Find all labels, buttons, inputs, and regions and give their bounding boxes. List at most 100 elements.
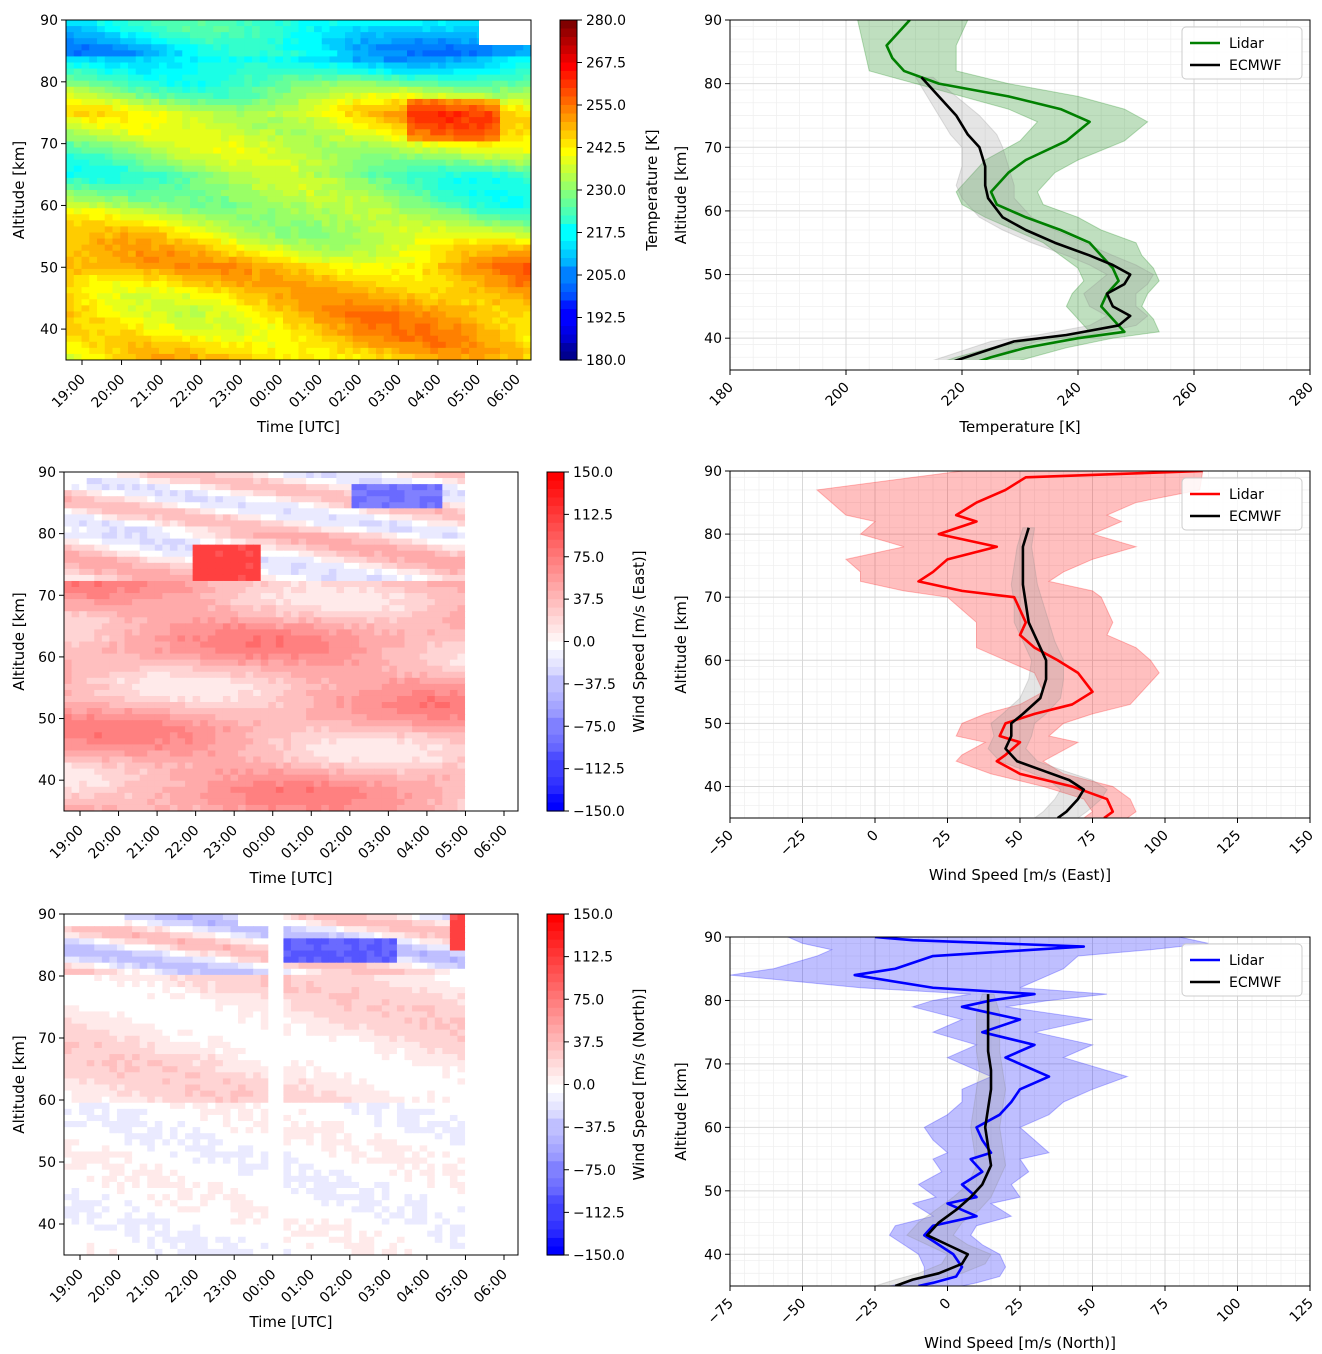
colorbar-tick-label: 112.5 xyxy=(573,507,613,523)
series-line-lidar xyxy=(885,20,1126,360)
x-tick-label: 20:00 xyxy=(89,372,129,412)
y-tick-label: 50 xyxy=(40,260,58,276)
x-tick-label: 21:00 xyxy=(124,823,164,863)
y-tick-label: 50 xyxy=(704,268,722,284)
y-tick-label: 90 xyxy=(704,930,722,946)
legend-label: ECMWF xyxy=(1229,58,1282,74)
colorbar-tick-label: 150.0 xyxy=(573,907,613,923)
legend: Lidar ECMWF xyxy=(1181,943,1303,997)
x-tick-label: 50 xyxy=(1075,1296,1099,1320)
x-tick-label: 23:00 xyxy=(207,372,247,412)
x-tick-label: 150 xyxy=(1287,828,1317,858)
p2-profile-chart: 40 50 60 70 80 90 180 200 220 240 260 280 Temperatur… xyxy=(672,13,1317,436)
x-tick-label: 200 xyxy=(823,380,853,410)
x-tick-label: 125 xyxy=(1287,1296,1317,1326)
colorbar-tick-label: 217.5 xyxy=(586,226,626,242)
x-tick-label: 22:00 xyxy=(163,1267,203,1307)
x-tick-label: 20:00 xyxy=(86,1267,126,1307)
uncertainty-band-ecmwf xyxy=(914,76,1155,360)
x-tick-label: −75 xyxy=(705,1296,737,1328)
colorbar-tick-label: −75.0 xyxy=(573,1163,616,1179)
x-tick-label: 25 xyxy=(1003,1296,1027,1320)
colorbar-tick-label: 37.5 xyxy=(573,592,604,608)
x-tick-label: 100 xyxy=(1142,828,1172,858)
x-tick-label: 06:00 xyxy=(471,1267,511,1307)
p5-frame xyxy=(63,913,519,1256)
colorbar-tick-label: −112.5 xyxy=(573,762,625,778)
uncertainty-band-lidar xyxy=(857,20,1160,360)
y-axis-label: Altitude [km] xyxy=(672,595,690,693)
x-axis-label: Wind Speed [m/s (East)] xyxy=(929,866,1111,884)
series-line-lidar xyxy=(917,471,1203,818)
legend: Lidar ECMWF xyxy=(1181,477,1303,531)
x-tick-label: 125 xyxy=(1214,828,1244,858)
x-axis-label: Wind Speed [m/s (North)] xyxy=(924,1334,1116,1352)
x-tick-label: 21:00 xyxy=(124,1267,164,1307)
x-tick-label: 19:00 xyxy=(47,823,87,863)
series-line-ecmwf xyxy=(894,994,993,1286)
legend-label: ECMWF xyxy=(1229,509,1282,525)
y-tick-label: 90 xyxy=(704,464,722,480)
y-tick-label: 90 xyxy=(38,907,56,923)
series-line-ecmwf xyxy=(1004,527,1086,818)
y-axis-label: Altitude [km] xyxy=(10,592,28,690)
y-tick-label: 60 xyxy=(38,1093,56,1109)
colorbar-tick-label: −150.0 xyxy=(573,804,625,820)
x-tick-label: 220 xyxy=(939,380,969,410)
x-tick-label: 06:00 xyxy=(484,372,524,412)
x-tick-label: 04:00 xyxy=(394,1267,434,1307)
y-tick-label: 70 xyxy=(704,590,722,606)
grid xyxy=(729,936,1311,1287)
legend-label: Lidar xyxy=(1229,36,1264,52)
grid xyxy=(729,470,1311,819)
p5-colorbar: 150.0 112.5 75.0 37.5 0.0 −37.5 −75.0 −112.5 −15… xyxy=(546,907,648,1264)
x-tick-label: 03:00 xyxy=(365,372,405,412)
x-tick-label: −50 xyxy=(777,1296,809,1328)
colorbar-tick-label: 230.0 xyxy=(586,183,626,199)
y-tick-label: 40 xyxy=(704,779,722,795)
x-tick-label: −25 xyxy=(777,828,809,860)
y-tick-label: 60 xyxy=(704,1120,722,1136)
y-tick-label: 60 xyxy=(40,198,58,214)
colorbar-tick-label: −150.0 xyxy=(573,1248,625,1264)
x-tick-label: 00:00 xyxy=(247,372,287,412)
x-tick-label: 23:00 xyxy=(201,823,241,863)
y-tick-label: 70 xyxy=(40,137,58,153)
uncertainty-band-ecmwf xyxy=(874,993,1007,1286)
y-tick-label: 80 xyxy=(704,527,722,543)
p4-profile-chart: 40 50 60 70 80 90 −50 −25 0 25 50 75 100 125 150 Wind S… xyxy=(672,464,1317,884)
y-tick-label: 40 xyxy=(40,322,58,338)
x-tick-label: 05:00 xyxy=(432,1267,472,1307)
x-tick-label: 01:00 xyxy=(286,372,326,412)
x-tick-label: 00:00 xyxy=(240,1267,280,1307)
p2-frame xyxy=(729,19,1311,371)
x-tick-label: 19:00 xyxy=(47,1267,87,1307)
p3-heatmap: 40 50 60 70 80 90 19:0020:0021:0022:0023:0000:… xyxy=(10,465,648,887)
x-tick-label: 22:00 xyxy=(163,823,203,863)
y-tick-label: 40 xyxy=(704,331,722,347)
p3-frame xyxy=(63,471,519,812)
y-tick-label: 80 xyxy=(704,77,722,93)
x-tick-label: 50 xyxy=(1003,828,1027,852)
colorbar-tick-label: 205.0 xyxy=(586,268,626,284)
legend-label: Lidar xyxy=(1229,953,1264,969)
y-tick-label: 90 xyxy=(38,465,56,481)
colorbar-tick-label: 180.0 xyxy=(586,353,626,369)
x-tick-label: −50 xyxy=(705,828,737,860)
y-tick-label: 90 xyxy=(40,13,58,29)
colorbar-tick-label: 267.5 xyxy=(586,56,626,72)
y-tick-label: 50 xyxy=(704,716,722,732)
y-tick-label: 80 xyxy=(704,993,722,1009)
y-tick-label: 60 xyxy=(704,204,722,220)
uncertainty-band-lidar xyxy=(815,471,1204,818)
p1-frame xyxy=(65,19,532,361)
x-tick-label: 03:00 xyxy=(355,823,395,863)
y-tick-label: 50 xyxy=(38,1155,56,1171)
colorbar-tick-label: −75.0 xyxy=(573,719,616,735)
y-tick-label: 70 xyxy=(38,1031,56,1047)
legend: Lidar ECMWF xyxy=(1181,26,1303,80)
series-line-ecmwf xyxy=(920,76,1132,360)
x-tick-label: 20:00 xyxy=(86,823,126,863)
uncertainty-band-lidar xyxy=(730,937,1209,1286)
